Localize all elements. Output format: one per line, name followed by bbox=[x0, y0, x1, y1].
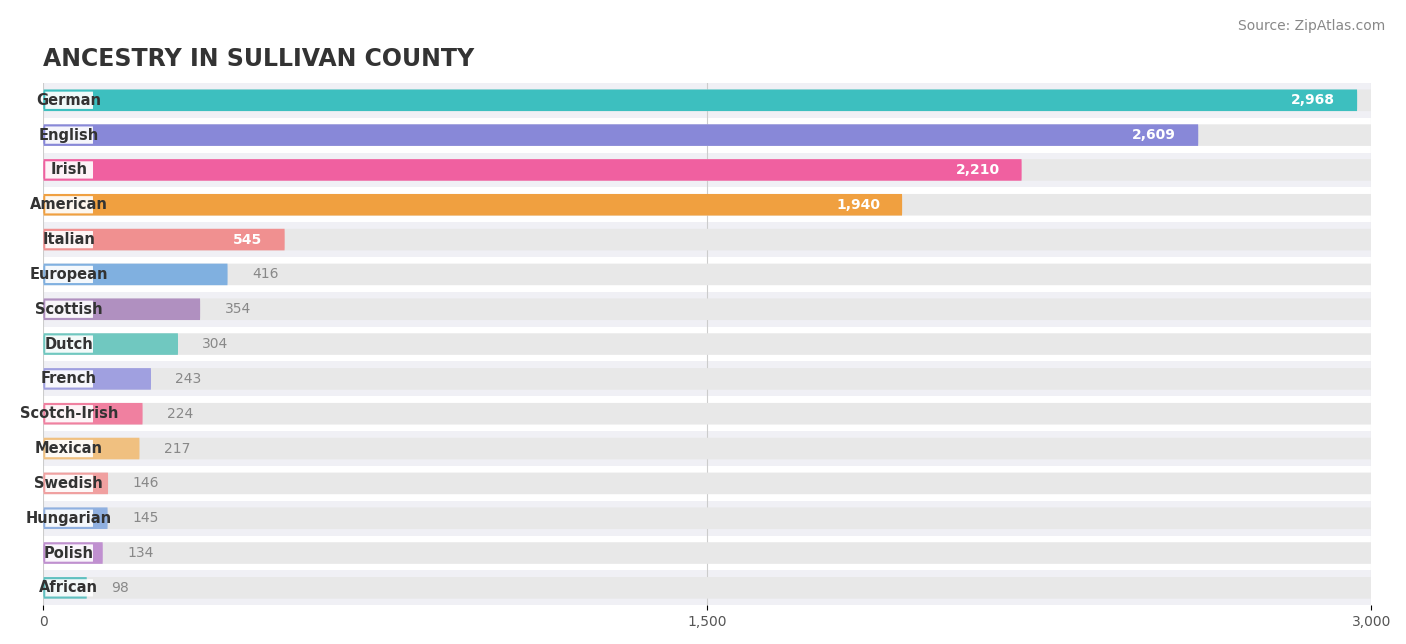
Bar bbox=[44, 327, 1371, 361]
FancyBboxPatch shape bbox=[45, 579, 93, 596]
FancyBboxPatch shape bbox=[45, 475, 93, 492]
Text: Hungarian: Hungarian bbox=[25, 511, 112, 526]
Text: 2,210: 2,210 bbox=[956, 163, 1000, 177]
Bar bbox=[44, 83, 1371, 118]
Text: Scottish: Scottish bbox=[35, 302, 103, 317]
FancyBboxPatch shape bbox=[44, 403, 1371, 424]
FancyBboxPatch shape bbox=[44, 90, 1371, 111]
FancyBboxPatch shape bbox=[44, 124, 1371, 146]
Text: 134: 134 bbox=[127, 546, 153, 560]
Text: 545: 545 bbox=[233, 232, 263, 247]
Text: 2,609: 2,609 bbox=[1132, 128, 1175, 142]
Bar bbox=[44, 396, 1371, 431]
FancyBboxPatch shape bbox=[44, 298, 1371, 320]
FancyBboxPatch shape bbox=[45, 336, 93, 353]
FancyBboxPatch shape bbox=[44, 507, 1371, 529]
Bar bbox=[44, 187, 1371, 222]
Text: 217: 217 bbox=[165, 442, 190, 455]
Text: Irish: Irish bbox=[51, 162, 87, 178]
FancyBboxPatch shape bbox=[45, 196, 93, 213]
FancyBboxPatch shape bbox=[44, 438, 139, 459]
Text: 416: 416 bbox=[252, 267, 278, 281]
FancyBboxPatch shape bbox=[44, 507, 108, 529]
FancyBboxPatch shape bbox=[44, 403, 142, 424]
FancyBboxPatch shape bbox=[45, 126, 93, 144]
Bar bbox=[44, 153, 1371, 187]
Bar bbox=[44, 536, 1371, 571]
Bar bbox=[44, 501, 1371, 536]
FancyBboxPatch shape bbox=[44, 159, 1371, 181]
FancyBboxPatch shape bbox=[45, 91, 93, 109]
FancyBboxPatch shape bbox=[44, 194, 903, 216]
FancyBboxPatch shape bbox=[45, 509, 93, 527]
FancyBboxPatch shape bbox=[45, 231, 93, 248]
Text: 354: 354 bbox=[225, 302, 250, 316]
FancyBboxPatch shape bbox=[44, 334, 179, 355]
FancyBboxPatch shape bbox=[45, 370, 93, 388]
FancyBboxPatch shape bbox=[44, 124, 1198, 146]
Text: 145: 145 bbox=[132, 511, 159, 526]
FancyBboxPatch shape bbox=[44, 577, 1371, 599]
Text: 243: 243 bbox=[176, 372, 201, 386]
Bar bbox=[44, 466, 1371, 501]
FancyBboxPatch shape bbox=[44, 542, 103, 564]
FancyBboxPatch shape bbox=[45, 266, 93, 283]
Text: African: African bbox=[39, 580, 98, 595]
Bar bbox=[44, 571, 1371, 605]
FancyBboxPatch shape bbox=[44, 194, 1371, 216]
Text: American: American bbox=[30, 197, 108, 213]
Text: Italian: Italian bbox=[42, 232, 96, 247]
Bar bbox=[44, 118, 1371, 153]
FancyBboxPatch shape bbox=[44, 298, 200, 320]
Text: Polish: Polish bbox=[44, 545, 94, 560]
Text: 146: 146 bbox=[132, 477, 159, 490]
FancyBboxPatch shape bbox=[45, 405, 93, 422]
Text: English: English bbox=[38, 128, 98, 142]
FancyBboxPatch shape bbox=[45, 440, 93, 457]
FancyBboxPatch shape bbox=[44, 263, 228, 285]
Text: 1,940: 1,940 bbox=[837, 198, 880, 212]
Text: ANCESTRY IN SULLIVAN COUNTY: ANCESTRY IN SULLIVAN COUNTY bbox=[44, 47, 475, 71]
FancyBboxPatch shape bbox=[45, 544, 93, 562]
Text: Scotch-Irish: Scotch-Irish bbox=[20, 406, 118, 421]
Bar bbox=[44, 222, 1371, 257]
Text: 304: 304 bbox=[202, 337, 229, 351]
Text: 224: 224 bbox=[167, 407, 193, 421]
Bar bbox=[44, 361, 1371, 396]
FancyBboxPatch shape bbox=[44, 334, 1371, 355]
FancyBboxPatch shape bbox=[44, 473, 1371, 494]
FancyBboxPatch shape bbox=[44, 473, 108, 494]
FancyBboxPatch shape bbox=[44, 263, 1371, 285]
FancyBboxPatch shape bbox=[45, 161, 93, 178]
FancyBboxPatch shape bbox=[44, 368, 1371, 390]
Text: German: German bbox=[37, 93, 101, 108]
Bar bbox=[44, 257, 1371, 292]
FancyBboxPatch shape bbox=[45, 301, 93, 318]
Text: Dutch: Dutch bbox=[45, 337, 93, 352]
Text: Mexican: Mexican bbox=[35, 441, 103, 456]
Text: French: French bbox=[41, 372, 97, 386]
Text: 98: 98 bbox=[111, 581, 129, 595]
FancyBboxPatch shape bbox=[44, 438, 1371, 459]
FancyBboxPatch shape bbox=[44, 229, 1371, 251]
FancyBboxPatch shape bbox=[44, 542, 1371, 564]
FancyBboxPatch shape bbox=[44, 229, 284, 251]
Bar bbox=[44, 292, 1371, 327]
FancyBboxPatch shape bbox=[44, 577, 87, 599]
Text: Swedish: Swedish bbox=[34, 476, 103, 491]
Bar bbox=[44, 431, 1371, 466]
FancyBboxPatch shape bbox=[44, 159, 1022, 181]
Text: European: European bbox=[30, 267, 108, 282]
FancyBboxPatch shape bbox=[44, 368, 150, 390]
Text: 2,968: 2,968 bbox=[1291, 93, 1336, 108]
Text: Source: ZipAtlas.com: Source: ZipAtlas.com bbox=[1237, 19, 1385, 33]
FancyBboxPatch shape bbox=[44, 90, 1357, 111]
